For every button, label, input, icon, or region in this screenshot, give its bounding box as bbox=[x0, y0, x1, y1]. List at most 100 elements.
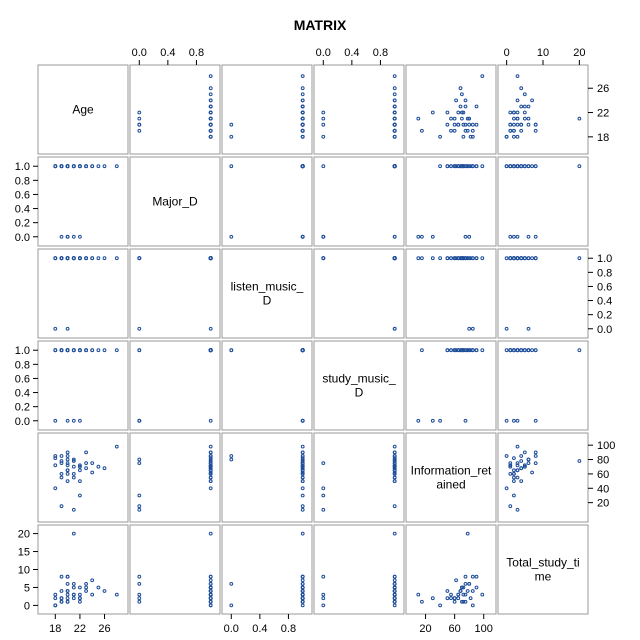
data-point bbox=[71, 472, 76, 476]
data-point bbox=[480, 164, 485, 169]
data-point bbox=[65, 326, 70, 331]
tick-label: 26 bbox=[98, 623, 110, 635]
data-point bbox=[300, 578, 305, 583]
data-point bbox=[515, 444, 520, 449]
data-point bbox=[522, 104, 527, 109]
data-point bbox=[208, 599, 213, 604]
panel-Major_D-vs-Information_retained bbox=[405, 156, 497, 247]
panel-frame bbox=[221, 64, 313, 155]
data-point bbox=[392, 134, 397, 139]
data-point bbox=[321, 603, 326, 608]
data-point bbox=[445, 110, 450, 115]
data-point bbox=[137, 418, 142, 423]
panel-Age-vs-listen_music_D bbox=[221, 64, 313, 155]
data-point bbox=[137, 461, 142, 466]
tick-label: 5 bbox=[24, 582, 30, 594]
data-point bbox=[392, 475, 397, 480]
data-point bbox=[474, 104, 479, 109]
tick-label: 18 bbox=[597, 132, 609, 144]
data-point bbox=[65, 582, 70, 586]
data-point bbox=[53, 256, 58, 261]
data-point bbox=[90, 470, 95, 475]
data-point bbox=[71, 507, 76, 512]
panel-frame bbox=[497, 524, 589, 615]
data-point bbox=[137, 116, 142, 121]
data-point bbox=[445, 348, 450, 353]
panel-frame bbox=[221, 340, 313, 431]
data-point bbox=[470, 589, 475, 593]
data-point bbox=[300, 92, 305, 97]
data-point bbox=[530, 98, 534, 103]
tick-label: 0.0 bbox=[224, 623, 239, 635]
data-point bbox=[208, 110, 213, 115]
data-point bbox=[321, 596, 326, 601]
data-point bbox=[84, 466, 88, 471]
data-point bbox=[519, 86, 524, 91]
data-point bbox=[65, 599, 70, 604]
data-point bbox=[59, 472, 64, 476]
data-point bbox=[449, 256, 453, 261]
data-point bbox=[300, 444, 305, 449]
data-point bbox=[519, 256, 524, 261]
data-point bbox=[65, 472, 70, 476]
data-point bbox=[90, 461, 95, 466]
data-point bbox=[300, 74, 305, 78]
data-point bbox=[208, 459, 213, 463]
data-point bbox=[208, 531, 213, 536]
data-point bbox=[522, 110, 527, 115]
data-point bbox=[512, 456, 516, 461]
data-point bbox=[392, 256, 397, 261]
data-point bbox=[522, 92, 527, 97]
tick-label: 0.8 bbox=[15, 175, 30, 187]
data-point bbox=[59, 234, 64, 239]
data-point bbox=[392, 450, 397, 455]
data-point bbox=[515, 134, 520, 139]
data-point bbox=[300, 470, 305, 475]
data-point bbox=[137, 596, 142, 601]
data-point bbox=[533, 348, 538, 353]
data-point bbox=[522, 464, 527, 469]
panel-Information_retained-vs-Total_study_time bbox=[497, 432, 589, 523]
tick-label: 0.0 bbox=[132, 47, 147, 59]
data-point bbox=[59, 461, 64, 466]
data-point bbox=[78, 234, 82, 239]
data-point bbox=[392, 531, 397, 536]
data-point bbox=[504, 486, 509, 491]
data-point bbox=[53, 592, 58, 597]
tick-label: 18 bbox=[49, 623, 61, 635]
data-point bbox=[392, 589, 397, 593]
data-point bbox=[467, 116, 472, 121]
data-point bbox=[508, 348, 513, 353]
data-point bbox=[463, 599, 468, 604]
data-point bbox=[460, 110, 464, 115]
data-point bbox=[512, 234, 516, 239]
data-point bbox=[522, 348, 527, 353]
data-point bbox=[445, 589, 450, 593]
data-point bbox=[300, 348, 305, 353]
diagonal-label: study_music_ bbox=[322, 372, 396, 386]
data-point bbox=[65, 234, 70, 239]
data-point bbox=[53, 596, 58, 601]
tick-label: 22 bbox=[597, 108, 609, 120]
panel-study_music_D-vs-Major_D bbox=[129, 340, 221, 431]
data-point bbox=[392, 461, 397, 466]
data-point bbox=[65, 574, 70, 579]
data-point bbox=[71, 234, 76, 239]
data-point bbox=[515, 164, 520, 169]
data-point bbox=[461, 110, 466, 115]
data-point bbox=[229, 164, 234, 169]
data-point bbox=[71, 457, 76, 462]
data-point bbox=[416, 234, 421, 239]
data-point bbox=[461, 164, 466, 169]
panel-frame bbox=[129, 524, 221, 615]
data-point bbox=[512, 493, 516, 498]
data-point bbox=[321, 486, 326, 491]
data-point bbox=[321, 122, 326, 127]
data-point bbox=[467, 348, 472, 353]
data-point bbox=[65, 479, 70, 484]
tick-label: 0.2 bbox=[15, 218, 30, 230]
panel-Age-vs-Age: Age bbox=[37, 64, 129, 155]
data-point bbox=[463, 234, 468, 239]
data-point bbox=[321, 116, 326, 121]
tick-label: 0.4 bbox=[252, 623, 267, 635]
